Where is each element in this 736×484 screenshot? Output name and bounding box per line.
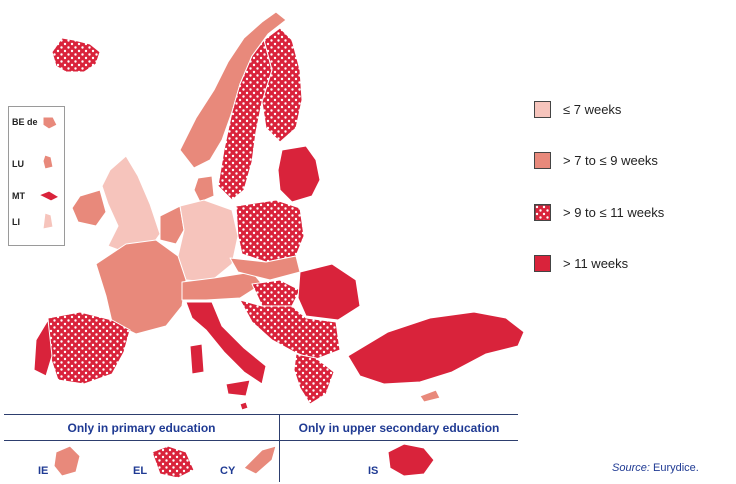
malta-region (239, 401, 249, 411)
cyprus-region (419, 389, 441, 403)
section-divider-top (4, 414, 518, 415)
hungary-region (251, 279, 301, 307)
li-shape (42, 212, 54, 230)
sardinia-region (189, 343, 205, 375)
legend-label-7to9: > 7 to ≤ 9 weeks (563, 153, 658, 168)
ireland-mini-shape (53, 445, 81, 477)
lu-shape (42, 154, 54, 170)
france-region (95, 239, 187, 335)
baltics-region (277, 145, 321, 203)
legend-label-9to11: > 9 to ≤ 11 weeks (563, 205, 665, 220)
source-note: Source: Eurydice. (612, 462, 699, 474)
greece-mini-shape (151, 445, 195, 479)
mt-shape (37, 190, 61, 202)
mini-label-ie: IE (38, 465, 49, 477)
inset-label-li: LI (12, 217, 20, 227)
denmark-region (193, 175, 215, 203)
balkans-region (239, 299, 341, 361)
section-divider-vertical (279, 414, 280, 482)
legend-swatch-le7 (534, 101, 551, 118)
source-prefix: Source: (612, 462, 650, 474)
greece-region (293, 353, 335, 405)
small-states-inset: BE de LU MT LI (8, 106, 65, 246)
uk-region (101, 155, 161, 253)
portugal-region (33, 319, 53, 377)
legend-item-le7: ≤ 7 weeks (534, 101, 621, 118)
mini-label-cy: CY (220, 465, 236, 477)
finland-region (261, 27, 303, 143)
romania-region (297, 263, 361, 321)
legend-swatch-7to9 (534, 152, 551, 169)
inset-label-mt: MT (12, 191, 25, 201)
germany-region (177, 199, 239, 283)
italy-region (185, 301, 267, 385)
legend-label-gt11: > 11 weeks (563, 256, 629, 271)
inset-label-lu: LU (12, 159, 24, 169)
legend-swatch-gt11 (534, 255, 551, 272)
cyprus-mini-shape (243, 445, 277, 475)
be-de-shape (42, 116, 58, 130)
turkey-region (347, 311, 525, 385)
sicily-region (225, 379, 251, 397)
spain-region (47, 311, 131, 385)
legend-item-gt11: > 11 weeks (534, 255, 628, 272)
alpine-region (181, 271, 263, 301)
poland-region (235, 199, 305, 263)
section-divider-bottom (4, 440, 518, 441)
legend-item-7to9: > 7 to ≤ 9 weeks (534, 152, 658, 169)
inset-label-be-de: BE de (12, 117, 38, 127)
benelux-region (159, 205, 185, 245)
primary-section-title: Only in primary education (67, 421, 216, 435)
norway-region (179, 11, 287, 169)
ireland-region (71, 189, 107, 227)
upper-secondary-section-title: Only in upper secondary education (298, 421, 500, 435)
legend-label-le7: ≤ 7 weeks (563, 102, 622, 117)
mini-label-is: IS (368, 465, 379, 477)
source-name: Eurydice. (652, 462, 699, 474)
legend-swatch-9to11 (534, 204, 551, 221)
iceland-mini-shape (387, 443, 435, 477)
legend-item-9to11: > 9 to ≤ 11 weeks (534, 204, 664, 221)
mini-label-el: EL (133, 465, 148, 477)
iceland-region (51, 37, 101, 73)
